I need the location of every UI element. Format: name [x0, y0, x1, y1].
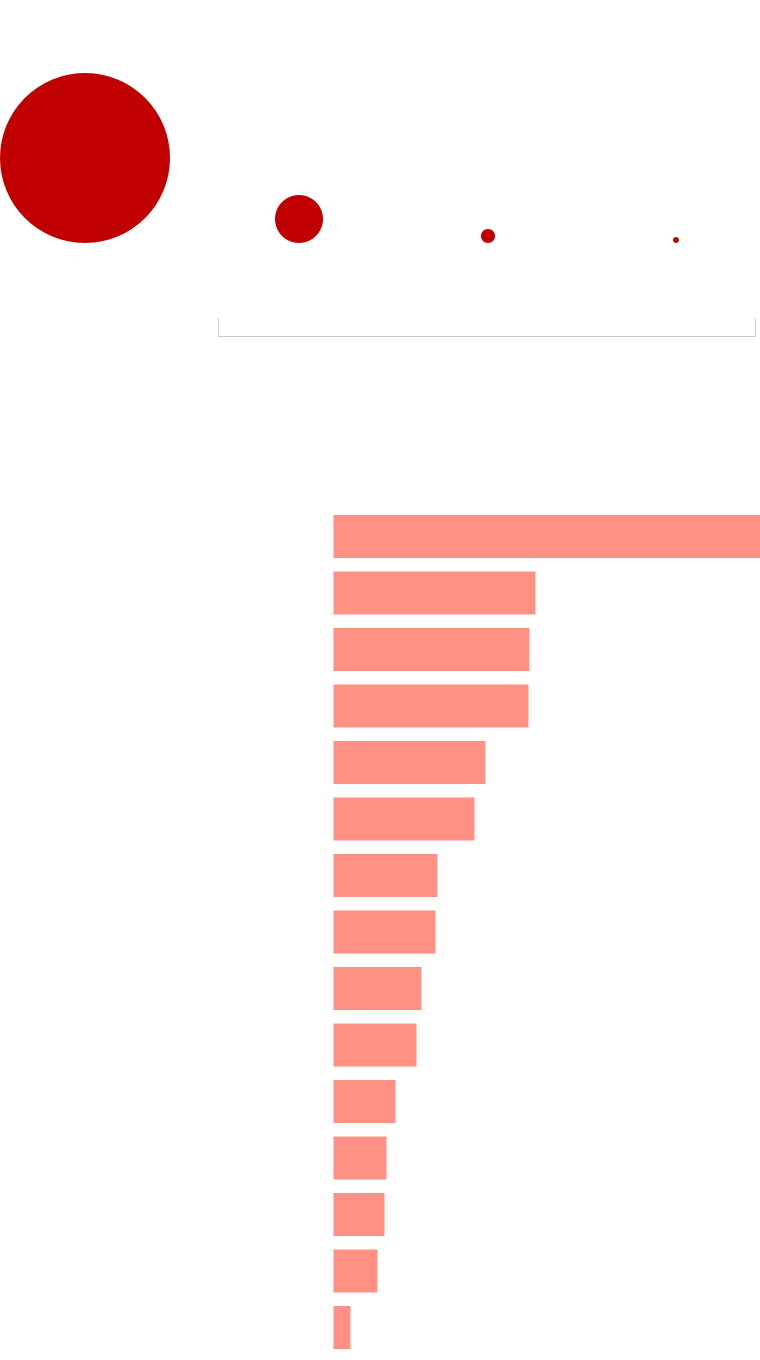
bar: [333, 854, 438, 897]
bar: [333, 967, 422, 1010]
bar: [333, 1193, 385, 1236]
bar: [333, 515, 760, 558]
bar: [333, 797, 475, 841]
bubble: [481, 229, 495, 243]
bar: [333, 741, 486, 784]
bar: [333, 910, 436, 954]
bar: [333, 628, 530, 671]
bar: [333, 1023, 417, 1067]
bar: [333, 1080, 396, 1123]
bubble: [275, 195, 323, 243]
bubble: [0, 73, 170, 243]
bracket: [218, 318, 756, 337]
bar: [333, 1249, 378, 1293]
bar: [333, 684, 529, 728]
bar: [333, 1136, 387, 1180]
bar: [333, 571, 536, 615]
bubble: [673, 237, 679, 243]
bar: [333, 1306, 351, 1349]
